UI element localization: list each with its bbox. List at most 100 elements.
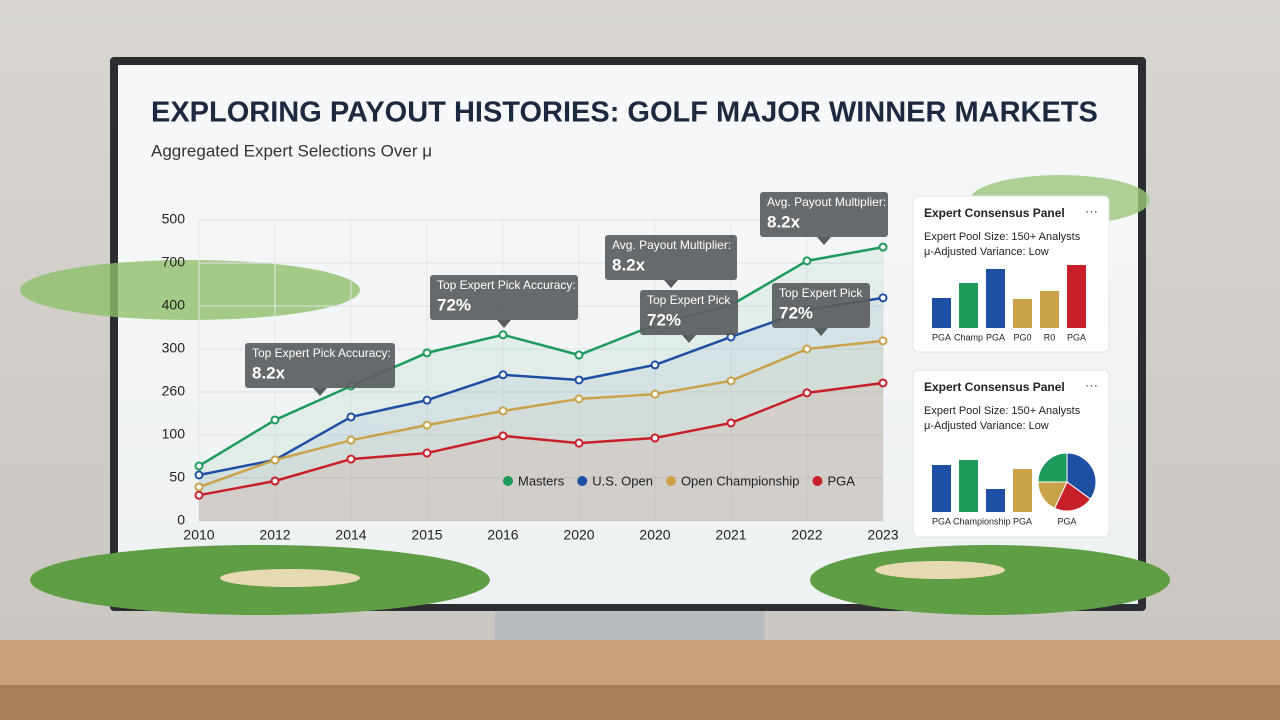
panel-line: μ-Adjusted Variance: Low: [924, 246, 1049, 258]
callout-pointer: [497, 320, 511, 328]
data-point: [574, 394, 584, 404]
table-front: [0, 685, 1280, 720]
panel-bar-label: PGA Championship PGA: [932, 516, 1032, 526]
data-point: [422, 348, 432, 358]
x-tick-label: 2010: [183, 527, 214, 543]
x-tick-label: 2023: [867, 527, 898, 543]
callout-value: 72%: [647, 310, 681, 329]
callout-title: Avg. Payout Multiplier:: [767, 195, 886, 209]
bunker-deco: [875, 561, 1005, 579]
x-tick-label: 2014: [335, 527, 366, 543]
series-area: [199, 382, 883, 521]
panel-bar-label: PGA: [932, 332, 951, 342]
panel-line: μ-Adjusted Variance: Low: [924, 420, 1049, 432]
data-point: [650, 360, 660, 370]
panel-bar-label: R0: [1044, 332, 1056, 342]
y-tick-label: 700: [162, 254, 186, 270]
legend-swatch: [665, 476, 676, 486]
callout-value: 72%: [779, 303, 813, 322]
panel-bar: [1040, 291, 1059, 328]
pie-slice: [1037, 452, 1068, 483]
series-area: [199, 297, 883, 521]
callout-box: [430, 275, 578, 320]
legend-label: Open Championship: [681, 473, 800, 488]
data-point: [650, 433, 660, 443]
data-point: [498, 431, 508, 441]
panel-bar-label: PGA: [1057, 516, 1076, 526]
callout-title: Top Expert Pick Accuracy:: [437, 278, 576, 292]
callout-title: Top Expert Pick Accuracy:: [252, 346, 391, 360]
panel-line: Expert Pool Size: 150+ Analysts: [924, 405, 1081, 417]
callout-pointer: [682, 335, 696, 343]
data-point: [574, 438, 584, 448]
y-tick-label: 260: [162, 383, 186, 399]
data-point: [498, 330, 508, 340]
legend-swatch: [577, 476, 588, 486]
panel-bar: [986, 269, 1005, 328]
panel-line: Expert Pool Size: 150+ Analysts: [924, 231, 1081, 243]
panel-title: Expert Consensus Panel: [924, 380, 1065, 394]
panel-bar-label: PGA: [986, 332, 1005, 342]
data-point: [270, 455, 280, 465]
chart-title: EXPLORING PAYOUT HISTORIES: GOLF MAJOR W…: [151, 97, 1098, 129]
callout-box: [772, 283, 870, 328]
callout-value: 8.2x: [767, 212, 801, 231]
bunker-deco: [220, 569, 360, 587]
panel-bar-label: Champ: [954, 332, 983, 342]
data-point: [270, 415, 280, 425]
panel-menu: ···: [1085, 203, 1098, 218]
panel-bar: [986, 489, 1005, 512]
data-point: [498, 370, 508, 380]
panel-bar-label: PGA: [1067, 332, 1086, 342]
x-tick-label: 2020: [639, 527, 670, 543]
data-point: [878, 293, 888, 303]
series-line: [198, 381, 884, 497]
data-point: [574, 375, 584, 385]
data-point: [422, 420, 432, 430]
panel-bar: [959, 283, 978, 328]
series-area: [199, 340, 883, 521]
data-point: [726, 418, 736, 428]
x-tick-label: 2015: [411, 527, 442, 543]
data-point: [194, 490, 204, 500]
y-tick-label: 0: [177, 512, 185, 528]
data-point: [422, 395, 432, 405]
legend-label: U.S. Open: [592, 473, 653, 488]
data-point: [802, 256, 812, 266]
legend-swatch: [812, 476, 823, 486]
callout-pointer: [664, 280, 678, 288]
legend-label: PGA: [827, 473, 855, 488]
data-point: [878, 242, 888, 252]
data-point: [498, 406, 508, 416]
data-point: [346, 454, 356, 464]
data-point: [878, 378, 888, 388]
callout-pointer: [313, 388, 327, 396]
data-point: [194, 461, 204, 471]
y-tick-label: 50: [169, 469, 185, 485]
data-point: [346, 412, 356, 422]
green-deco: [810, 545, 1170, 615]
callout-box: [760, 192, 888, 237]
x-tick-label: 2020: [563, 527, 594, 543]
callout-title: Avg. Payout Multiplier:: [612, 238, 731, 252]
series-line: [198, 245, 884, 468]
panel-title: Expert Consensus Panel: [924, 206, 1065, 220]
callout-box: [245, 343, 395, 388]
table-top: [0, 640, 1280, 685]
data-point: [422, 448, 432, 458]
panel-bar: [1013, 299, 1032, 328]
y-tick-label: 500: [162, 211, 186, 227]
green-deco: [20, 260, 360, 320]
panel-bar-label: PG0: [1013, 332, 1031, 342]
callout-value: 8.2x: [252, 363, 286, 382]
panel-menu: ···: [1085, 377, 1098, 392]
data-point: [270, 476, 280, 486]
panel-bar: [932, 298, 951, 328]
pie-slice: [1066, 452, 1097, 500]
data-point: [878, 336, 888, 346]
legend-label: Masters: [518, 473, 565, 488]
y-tick-label: 100: [162, 426, 186, 442]
panel-bar: [1013, 469, 1032, 512]
callout-title: Top Expert Pick: [779, 286, 863, 300]
